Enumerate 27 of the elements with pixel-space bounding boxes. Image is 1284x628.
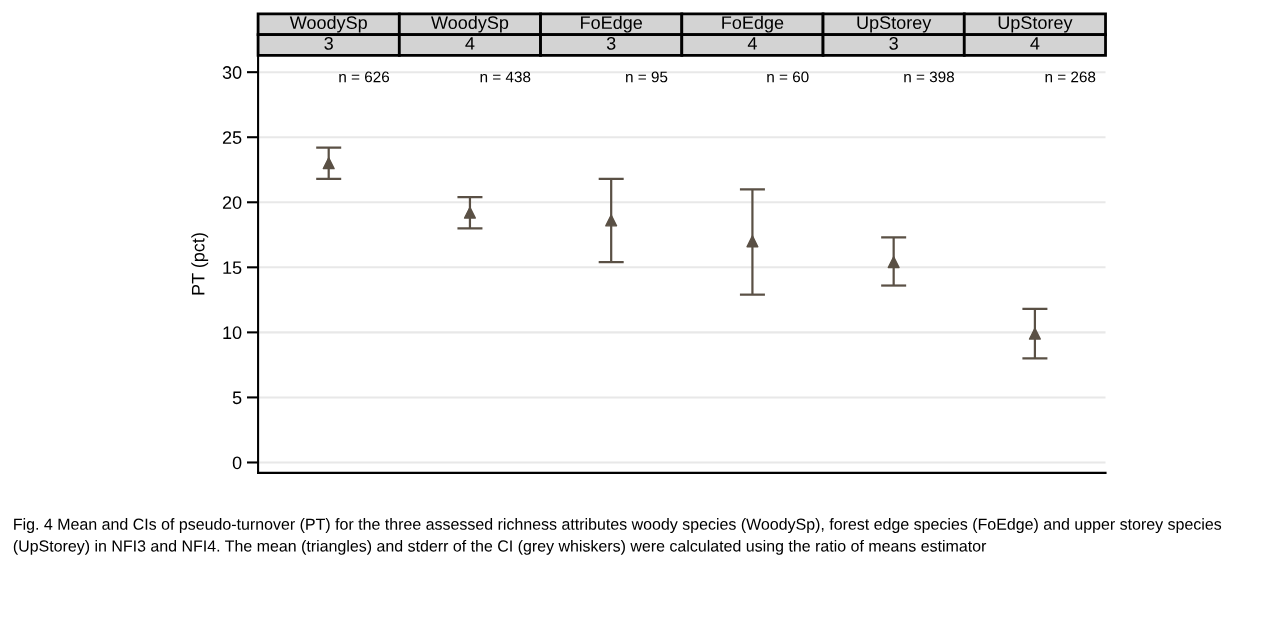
annotation: n = 268	[1045, 71, 1096, 83]
annotation: n = 438	[480, 71, 531, 83]
x-tick-label: UpStorey 4	[998, 16, 1073, 50]
x-tick-label: WoodySp 3	[289, 15, 367, 50]
y-axis-title: PT (pct)	[191, 233, 209, 295]
x-tick-label: FoEdge 3	[581, 15, 642, 50]
caption: Fig. 4 Mean and CIs of pseudo-turnover (PT) for the three assessed richness attributes woody species (WoodySp), forest edge species (FoEdge) and upper storey species (UpStorey) in NFI3 and NFI4. The mean (triangles) and stderr of the CI (grey whiskers) were calculated using the ratio of means estimator	[13, 518, 1222, 555]
annotation: n = 398	[904, 71, 955, 83]
x-tick-label: UpStorey 3	[857, 16, 932, 50]
y-tick-label: 30	[222, 66, 242, 79]
point	[1028, 327, 1041, 340]
x-tick-label: FoEdge 4	[722, 15, 784, 50]
point	[605, 214, 618, 227]
y-tick-label: 10	[223, 326, 242, 340]
y-tick-label: 15	[223, 261, 242, 275]
point	[322, 157, 335, 170]
point	[463, 206, 477, 219]
y-tick-label: 20	[222, 196, 242, 209]
y-tick-label: 0	[232, 456, 242, 470]
point	[746, 235, 759, 248]
point	[887, 256, 900, 269]
y-tick-label: 5	[232, 391, 242, 405]
annotation: n = 626	[339, 71, 390, 83]
annotation: n = 95	[626, 71, 668, 83]
y-tick-label: 25	[222, 131, 242, 144]
x-tick-label: WoodySp 4	[431, 15, 509, 50]
annotation: n = 60	[767, 71, 809, 83]
